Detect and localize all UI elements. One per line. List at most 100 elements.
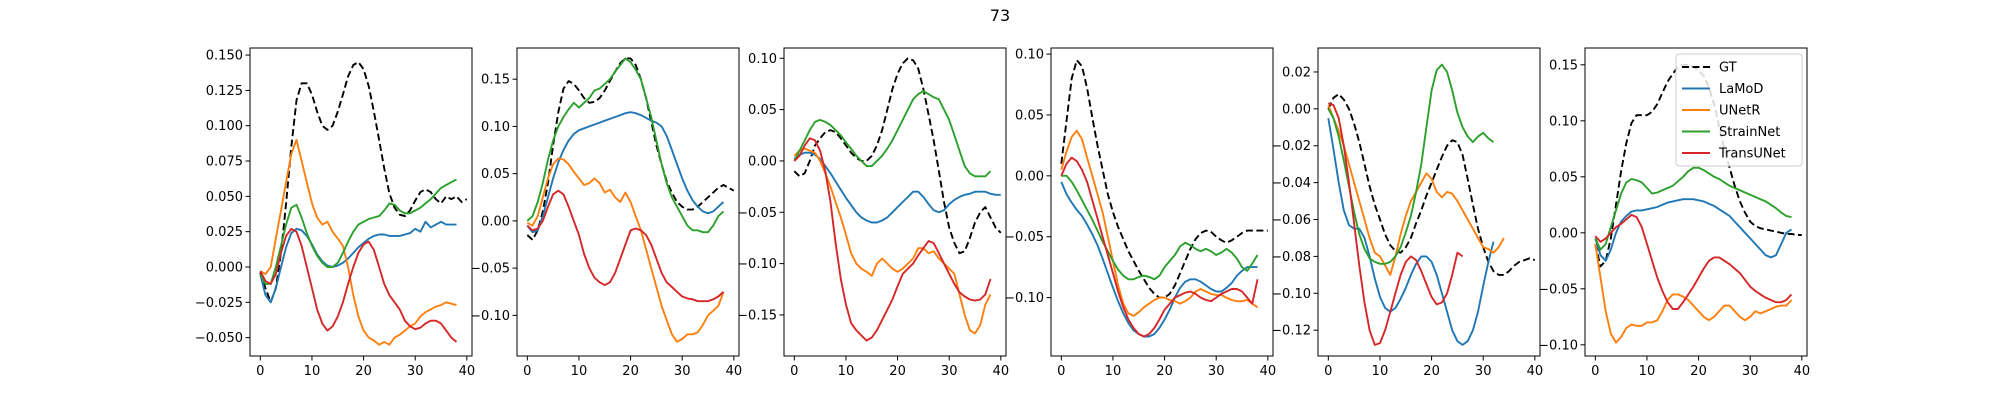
y-tick-label: 0.00 <box>1549 226 1578 241</box>
series-strainnet-line <box>1061 174 1259 281</box>
panel-5-series <box>1327 63 1536 346</box>
y-tick-label: −0.05 <box>1538 282 1578 297</box>
series-transunet-line <box>1594 213 1793 310</box>
y-tick-label: −0.04 <box>1271 176 1311 191</box>
chart-panels: 0 10 20 30 40−0.050−0.0250.0000.0250.0500.07… <box>195 47 1811 379</box>
panel-6: 0 10 20 30 40 −0.10 −0.05 0.00 0.05 0.10 0.15 GT LaM… <box>1538 47 1811 379</box>
panel-3-series <box>793 57 1002 342</box>
y-tick-label: 0.10 <box>481 120 510 135</box>
series-transunet-line <box>526 189 725 303</box>
series-lamod-line <box>1060 181 1258 338</box>
y-tick-label: 0.00 <box>1015 169 1044 184</box>
series-gt-line <box>793 57 1002 255</box>
y-tick-label: −0.15 <box>737 308 777 323</box>
y-tick-label: 0.050 <box>206 190 243 205</box>
x-tick-label: 0 <box>1324 364 1332 379</box>
series-lamod-line <box>259 220 457 304</box>
x-tick-label: 10 <box>1105 364 1122 379</box>
x-tick-label: 10 <box>1372 364 1389 379</box>
series-unetr-line <box>793 147 992 335</box>
series-transunet-line <box>793 137 992 342</box>
y-tick-label: 0.00 <box>748 154 777 169</box>
x-tick-label: 20 <box>1156 364 1173 379</box>
series-gt-line <box>1594 63 1802 268</box>
series-unetr-line <box>1594 243 1793 344</box>
x-tick-label: 10 <box>571 364 588 379</box>
panel-6-series <box>1594 63 1802 344</box>
legend-label: UNetR <box>1719 104 1760 119</box>
y-tick-label: 0.05 <box>1015 108 1044 123</box>
x-tick-label: 10 <box>1639 364 1656 379</box>
axes-frame <box>1317 47 1541 357</box>
x-tick-label: 0 <box>1591 364 1599 379</box>
panel-4-series <box>1060 59 1268 338</box>
legend: GT LaMoD UNetR StrainNet TransUNet <box>1675 53 1803 167</box>
x-tick-label: 30 <box>941 364 958 379</box>
x-tick-label: 20 <box>1690 364 1707 379</box>
series-strainnet-line <box>526 57 725 234</box>
x-tick-label: 30 <box>1475 364 1492 379</box>
y-tick-label: 0.02 <box>1282 65 1311 80</box>
y-tick-label: −0.10 <box>737 257 777 272</box>
y-tick-label: 0.15 <box>481 73 510 88</box>
x-tick-label: 20 <box>1423 364 1440 379</box>
y-tick-label: 0.00 <box>1282 102 1311 117</box>
series-transunet-line <box>1060 156 1259 338</box>
series-transunet-line <box>259 227 458 343</box>
y-tick-label: 0.15 <box>1549 58 1578 73</box>
x-tick-label: 40 <box>1260 364 1277 379</box>
series-strainnet-line <box>1327 63 1495 265</box>
y-tick-label: −0.050 <box>195 331 243 346</box>
legend-box <box>1675 53 1803 167</box>
x-tick-label: 10 <box>838 364 855 379</box>
x-tick-label: 40 <box>1794 364 1811 379</box>
series-lamod-line <box>1327 117 1495 346</box>
y-tick-label: 0.100 <box>206 119 243 134</box>
figure-title: 73 <box>990 6 1010 25</box>
series-gt-line <box>526 57 735 241</box>
y-tick-label: 0.05 <box>748 103 777 118</box>
panel-1: 0 10 20 30 40 −0.050 −0.025 0.000 0.025 0.050 0.07… <box>195 47 475 379</box>
series-gt-line <box>259 61 468 304</box>
series-transunet-line <box>1327 102 1464 346</box>
y-tick-label: 0.000 <box>206 260 243 275</box>
panel-4: 0 10 20 30 40 −0.10 −0.05 0.00 0.05 0.10 <box>1004 47 1277 379</box>
series-gt-line <box>1327 93 1536 276</box>
axes-frame <box>1050 47 1274 357</box>
y-tick-label: −0.06 <box>1271 213 1311 228</box>
y-tick-label: −0.10 <box>1004 291 1044 306</box>
x-tick-label: 0 <box>256 364 264 379</box>
series-lamod-line <box>793 151 1001 224</box>
series-unetr-line <box>526 157 725 343</box>
panel-2-series <box>526 57 735 343</box>
y-tick-label: 0.00 <box>481 214 510 229</box>
x-tick-label: 20 <box>622 364 639 379</box>
y-tick-label: −0.12 <box>1271 324 1311 339</box>
series-unetr-line <box>259 138 457 346</box>
x-tick-label: 10 <box>304 364 321 379</box>
axes-frame <box>1584 47 1808 357</box>
x-tick-label: 20 <box>889 364 906 379</box>
y-tick-label: 0.10 <box>1549 114 1578 129</box>
y-tick-label: 0.10 <box>748 52 777 67</box>
y-tick-label: −0.05 <box>1004 230 1044 245</box>
series-strainnet-line <box>259 178 457 285</box>
series-unetr-line <box>1060 129 1259 317</box>
y-tick-label: −0.02 <box>1271 139 1311 154</box>
x-tick-label: 0 <box>790 364 798 379</box>
y-tick-label: −0.10 <box>1271 287 1311 302</box>
y-tick-label: −0.05 <box>470 262 510 277</box>
y-tick-label: −0.025 <box>195 296 243 311</box>
panel-5: 0 10 20 30 40 −0.12 −0.10 −0.08 −0.06 −0.04 −0.02 0… <box>1271 47 1543 379</box>
series-gt-line <box>1060 59 1268 299</box>
y-tick-label: 0.075 <box>206 155 243 170</box>
x-tick-label: 30 <box>1208 364 1225 379</box>
legend-label: LaMoD <box>1719 82 1763 97</box>
y-tick-label: 0.10 <box>1015 48 1044 63</box>
x-tick-label: 0 <box>523 364 531 379</box>
series-lamod-line <box>1594 198 1793 262</box>
panel-1-series <box>259 61 468 346</box>
series-strainnet-line <box>1594 166 1792 251</box>
y-tick-label: −0.08 <box>1271 250 1311 265</box>
